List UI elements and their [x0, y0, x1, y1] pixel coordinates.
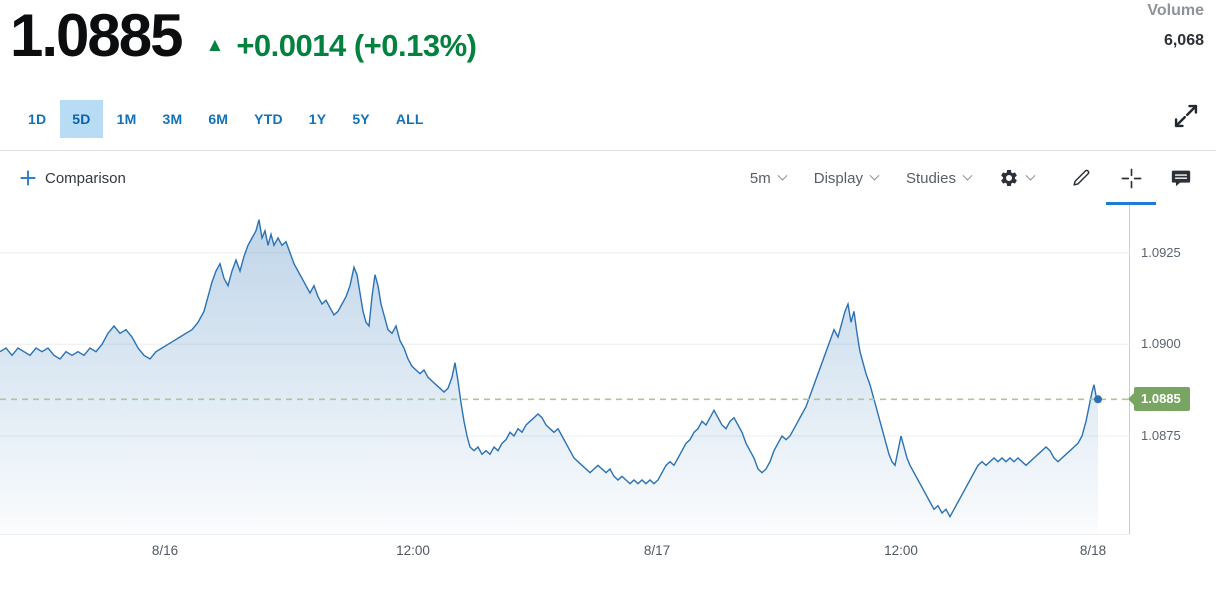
expand-icon [1174, 104, 1198, 128]
price-change: +0.0014 (+0.13%) [236, 28, 477, 63]
crosshair-icon [1121, 168, 1141, 188]
range-tab-1m[interactable]: 1M [116, 111, 137, 127]
range-tab-1y[interactable]: 1Y [308, 111, 327, 127]
quote: 1.0885 ▲ +0.0014 (+0.13%) [10, 6, 477, 66]
crosshair-button[interactable] [1106, 151, 1156, 205]
triangle-up-icon: ▲ [205, 35, 225, 56]
y-axis-label: 1.0900 [1141, 336, 1181, 352]
x-axis-label: 12:00 [884, 543, 918, 558]
last-price-tag: 1.0885 [1134, 387, 1190, 411]
chevron-down-icon [962, 170, 973, 181]
x-axis-label: 8/17 [643, 543, 671, 558]
volume-block: Volume 6,068 [1147, 2, 1204, 50]
chevron-down-icon [777, 170, 788, 181]
price-chart[interactable] [0, 205, 1130, 535]
comparison-label: Comparison [45, 169, 126, 187]
plus-icon [20, 170, 36, 186]
last-price: 1.0885 [10, 2, 184, 69]
interval-dropdown[interactable]: 5m [749, 169, 788, 187]
range-tabs: 1D 5D 1M 3M 6M YTD 1Y 5Y ALL [16, 100, 438, 138]
chevron-down-icon [869, 170, 880, 181]
chart-toolbar: Comparison 5m Display Studies [0, 151, 1216, 205]
range-tab-all[interactable]: ALL [395, 111, 424, 127]
quote-header: 1.0885 ▲ +0.0014 (+0.13%) Volume 6,068 [0, 0, 1216, 88]
x-axis-row: 8/16 12:00 8/17 12:00 8/18 [0, 535, 1216, 569]
x-axis-label: 12:00 [396, 543, 430, 558]
comments-button[interactable] [1156, 151, 1206, 205]
range-tab-ytd[interactable]: YTD [254, 111, 283, 127]
settings-dropdown[interactable] [999, 168, 1036, 188]
display-label: Display [813, 169, 863, 187]
range-tab-5d[interactable]: 5D [60, 100, 103, 138]
x-axis: 8/16 12:00 8/17 12:00 8/18 [0, 535, 1130, 569]
volume-value: 6,068 [1163, 32, 1204, 49]
x-axis-label: 8/18 [1079, 543, 1107, 558]
y-axis-label: 1.0875 [1141, 428, 1181, 443]
volume-label: Volume [1147, 2, 1204, 19]
gear-icon [1001, 170, 1017, 186]
range-tab-1d[interactable]: 1D [28, 111, 47, 127]
draw-button[interactable] [1056, 151, 1106, 205]
display-dropdown[interactable]: Display [813, 169, 880, 187]
chart-area: 1.0885 1.0925 1.0900 1.0875 [0, 205, 1216, 535]
fullscreen-button[interactable] [1172, 102, 1200, 130]
chat-icon [1171, 170, 1191, 187]
interval-value: 5m [749, 169, 771, 187]
add-comparison-button[interactable]: Comparison [20, 170, 126, 187]
pencil-icon [1073, 169, 1090, 186]
y-axis: 1.0885 1.0925 1.0900 1.0875 [1130, 205, 1215, 535]
y-axis-label: 1.0925 [1141, 244, 1181, 260]
range-tab-3m[interactable]: 3M [162, 111, 183, 127]
toolbar-right: 5m Display Studies [722, 151, 1206, 205]
tool-buttons [1056, 151, 1206, 205]
range-tabs-row: 1D 5D 1M 3M 6M YTD 1Y 5Y ALL [0, 88, 1216, 150]
studies-dropdown[interactable]: Studies [905, 169, 973, 187]
x-axis-label: 8/16 [151, 543, 179, 558]
range-tab-6m[interactable]: 6M [208, 111, 229, 127]
price-series [0, 219, 1130, 535]
divider [0, 150, 1216, 151]
studies-label: Studies [905, 169, 956, 187]
chevron-down-icon [1025, 170, 1036, 181]
range-tab-5y[interactable]: 5Y [352, 111, 370, 127]
